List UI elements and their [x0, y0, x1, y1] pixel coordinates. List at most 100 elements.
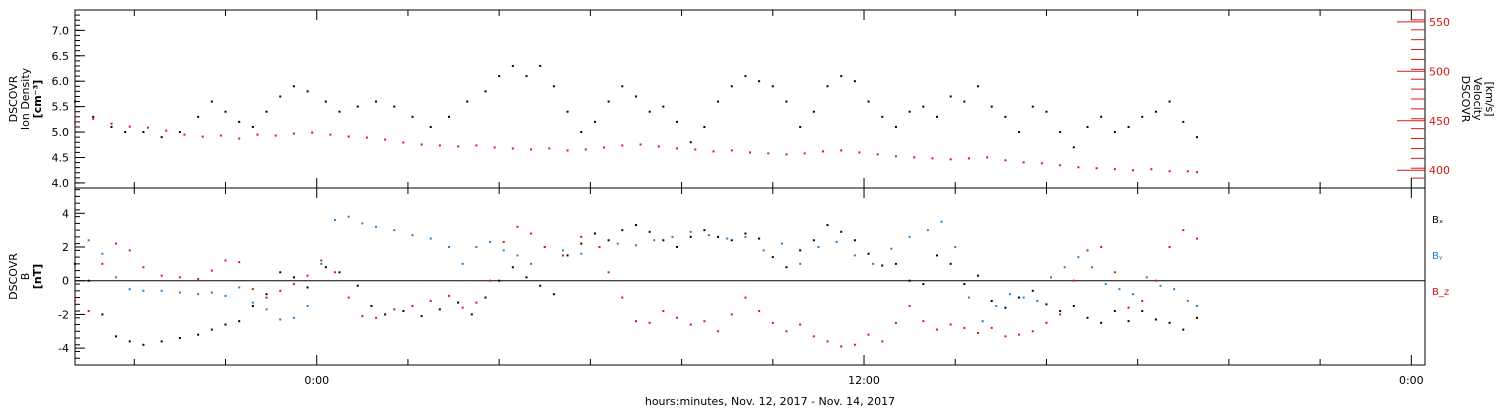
data-point: [251, 288, 254, 291]
data-point: [429, 299, 432, 302]
data-point: [853, 239, 856, 242]
data-point: [703, 320, 706, 323]
data-point: [274, 134, 277, 137]
data-point: [977, 274, 980, 277]
data-point: [785, 266, 788, 269]
data-point: [1195, 305, 1198, 307]
panel-frame: [74, 9, 1426, 189]
data-point: [566, 254, 569, 257]
data-point: [329, 133, 332, 136]
data-point: [799, 262, 802, 265]
x-axis-title: hours:minutes, Nov. 12, 2017 - Nov. 14, …: [645, 395, 895, 408]
data-point: [593, 232, 596, 235]
data-point: [238, 137, 241, 140]
data-point: [160, 289, 163, 292]
data-point: [785, 153, 788, 156]
data-point: [516, 225, 519, 228]
data-point: [963, 100, 966, 103]
data-point: [676, 316, 679, 319]
data-point: [516, 254, 519, 257]
data-point: [292, 132, 295, 135]
data-point: [466, 100, 469, 103]
data-point: [470, 313, 473, 316]
data-point: [160, 340, 163, 343]
data-point: [484, 90, 487, 93]
data-point: [365, 136, 368, 139]
right-tick-label: 500: [1429, 65, 1450, 78]
data-point: [498, 75, 501, 78]
data-point: [87, 310, 90, 313]
data-point: [1059, 313, 1062, 316]
data-point: [279, 289, 282, 292]
data-point: [671, 235, 674, 238]
data-point: [1036, 299, 1039, 302]
data-point: [142, 131, 145, 134]
left-axis-title-line: [cm⁻³]: [31, 80, 44, 119]
data-point: [306, 274, 309, 277]
data-point: [1113, 131, 1116, 134]
data-point: [1031, 105, 1034, 108]
data-point: [306, 286, 309, 289]
data-point: [333, 219, 336, 222]
data-point: [475, 301, 478, 304]
data-point: [411, 234, 414, 237]
data-point: [101, 262, 104, 265]
data-point: [475, 246, 478, 248]
data-point: [306, 305, 309, 307]
data-point: [292, 276, 295, 279]
right-tick-label: 400: [1429, 164, 1450, 177]
data-point: [338, 271, 341, 274]
data-point: [543, 246, 546, 248]
data-point: [1004, 306, 1007, 309]
data-point: [429, 237, 432, 240]
data-point: [1086, 125, 1089, 128]
data-point: [525, 276, 528, 279]
data-point: [1150, 168, 1153, 171]
data-point: [1004, 115, 1007, 118]
data-point: [1195, 171, 1198, 174]
data-point: [840, 345, 843, 348]
data-point: [894, 155, 897, 158]
left-tick-label: 6.0: [52, 75, 70, 88]
left-tick-label: -4: [58, 342, 69, 355]
data-point: [799, 125, 802, 128]
data-point: [977, 85, 980, 88]
data-point: [1100, 115, 1103, 118]
data-point: [812, 110, 815, 113]
data-point: [1091, 266, 1094, 269]
data-point: [251, 301, 254, 304]
data-point: [894, 125, 897, 128]
left-axis-title-line: [nT]: [31, 264, 44, 289]
data-point: [511, 147, 514, 150]
data-point: [981, 320, 984, 323]
data-point: [621, 296, 624, 299]
data-point: [1072, 146, 1075, 149]
data-point: [744, 75, 747, 78]
data-point: [963, 326, 966, 329]
data-point: [580, 235, 583, 238]
data-point: [876, 153, 879, 156]
data-point: [762, 249, 765, 252]
data-point: [621, 229, 624, 232]
data-point: [1063, 266, 1066, 269]
series-0: [74, 64, 1198, 149]
data-point: [384, 313, 387, 316]
data-point: [1195, 136, 1198, 139]
data-point: [356, 284, 359, 287]
data-point: [689, 141, 692, 144]
data-point: [160, 136, 163, 139]
data-point: [201, 135, 204, 138]
data-point: [279, 95, 282, 98]
data-point: [803, 152, 806, 155]
data-point: [616, 242, 619, 245]
data-point: [580, 252, 583, 255]
data-point: [593, 120, 596, 123]
data-point: [324, 100, 327, 103]
data-point: [730, 239, 733, 242]
data-point: [74, 100, 76, 103]
data-point: [785, 100, 788, 103]
data-point: [178, 291, 181, 294]
data-point: [826, 85, 829, 88]
data-point: [890, 247, 893, 250]
